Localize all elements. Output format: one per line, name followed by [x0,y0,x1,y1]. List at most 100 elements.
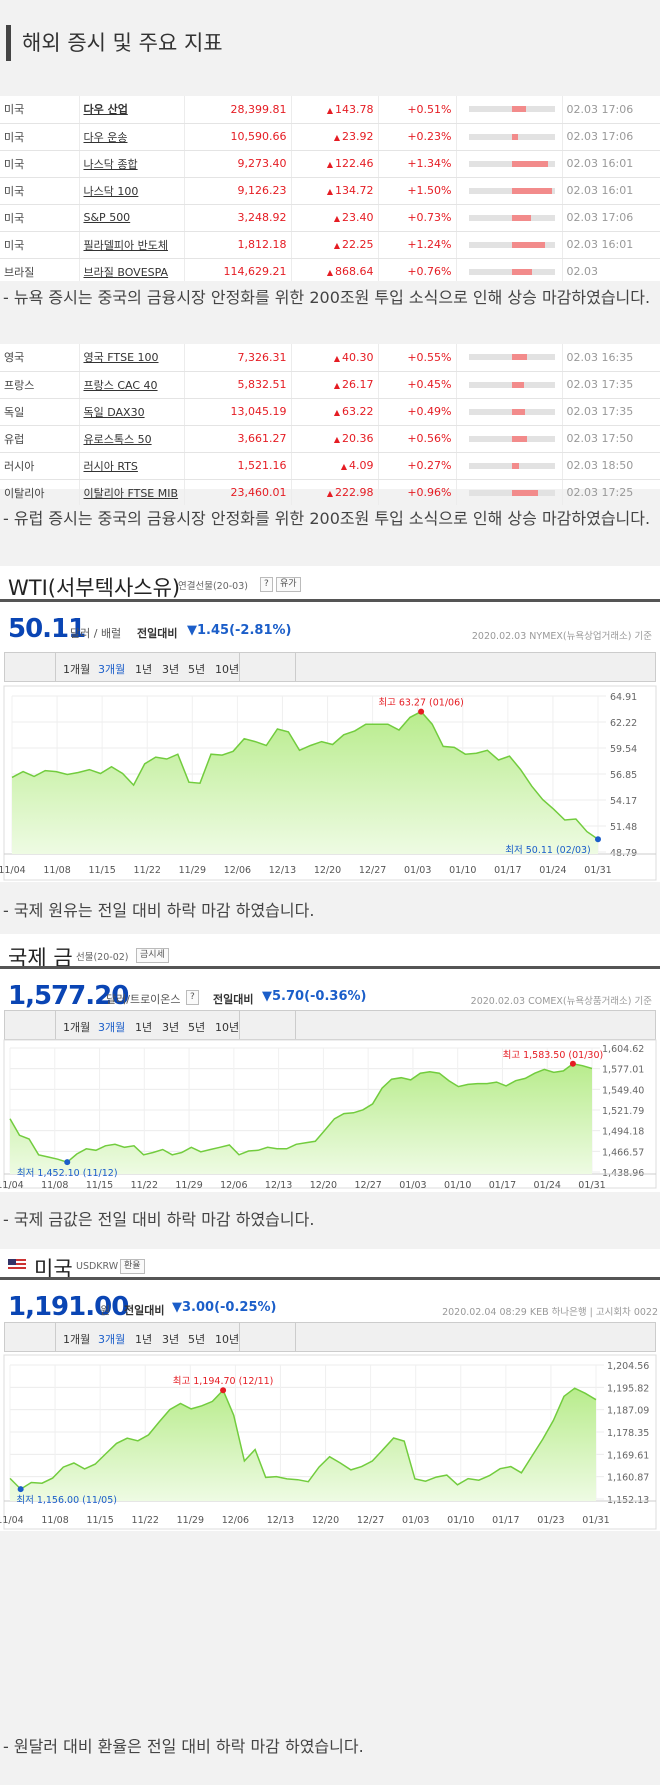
period-tab-1[interactable]: 1개월 [63,663,91,676]
change-bar-fill [511,106,526,113]
index-change-value: 26.17 [342,378,374,391]
us-market-note: - 뉴욕 증시는 중국의 금융시장 안정화를 위한 200조원 투입 소식으로 … [0,281,660,341]
country-cell: 미국 [0,96,80,124]
period-tab-5[interactable]: 5년 [188,663,206,676]
index-change: ▲ 26.17 [291,371,379,399]
wti-help-button[interactable]: ? [260,577,273,592]
x-tick-label: 01/03 [402,1515,429,1526]
country-cell: 미국 [0,204,80,232]
x-tick-label: 12/20 [312,1515,339,1526]
x-tick-label: 12/06 [224,865,251,876]
index-change-value: 20.36 [342,432,374,445]
change-bar-track [468,354,555,361]
index-name: 다우 운송 [83,130,128,144]
change-bar-cell [456,204,563,232]
y-tick-label: 1,494.18 [602,1127,644,1138]
period-tab-4[interactable]: 3년 [162,1333,180,1346]
x-tick-label: 01/31 [584,865,611,876]
change-bar-fill [511,268,532,275]
x-tick-label: 01/17 [492,1515,519,1526]
period-tab-2[interactable]: 3개월 [98,1021,126,1034]
period-tab-2[interactable]: 3개월 [98,1333,126,1346]
usd-change: ▼3.00(-0.25%) [172,1300,277,1315]
index-name-link[interactable]: 독일 DAX30 [79,398,185,426]
period-tab-3[interactable]: 1년 [135,663,153,676]
high-marker [220,1387,227,1394]
x-tick-label: 11/22 [134,865,161,876]
page-title: 해외 증시 및 주요 지표 [22,31,223,55]
index-name-link[interactable]: 다우 운송 [79,123,185,151]
index-name-link[interactable]: 필라델피아 반도체 [79,231,185,259]
index-name-link[interactable]: 유로스톡스 50 [79,425,185,453]
eu-index-row: 유럽 유로스톡스 50 3,661.27 ▲ 20.36 +0.56% 02.03 17:5… [0,425,660,453]
change-bar-track [468,408,555,415]
index-name-link[interactable]: 나스닥 100 [79,177,185,205]
index-name: 브라질 BOVESPA [83,265,169,279]
period-tab-1[interactable]: 1개월 [63,1021,91,1034]
change-bar-track [468,268,555,275]
index-name-link[interactable]: 나스닥 종합 [79,150,185,178]
index-name-link[interactable]: 브라질 BOVESPA [79,258,185,286]
y-tick-label: 1,521.79 [602,1106,644,1117]
index-name-link[interactable]: 다우 산업 [79,96,185,124]
change-bar-cell [456,96,563,124]
index-name: S&P 500 [83,211,131,224]
up-triangle-icon: ▲ [333,214,340,223]
index-name: 프랑스 CAC 40 [83,378,158,392]
x-tick-label: 12/27 [359,865,386,876]
change-bar-track [468,489,555,496]
eu-index-row: 프랑스 프랑스 CAC 40 5,832.51 ▲ 26.17 +0.45% 02.03 1… [0,371,660,399]
x-tick-label: 12/13 [267,1515,294,1526]
gold-period-tabs: 1개월 3개월 1년 3년 5년 10년 [4,1010,656,1040]
up-triangle-icon: ▲ [333,241,340,250]
high-label: 최고 1,194.70 (12/11) [173,1376,274,1387]
y-tick-label: 62.22 [610,718,637,729]
country-cell: 러시아 [0,452,80,480]
change-bar-fill [511,241,545,248]
usd-divider [0,1277,660,1280]
index-change-value: 40.30 [342,350,374,364]
tab-separator [295,1011,296,1039]
change-bar-cell [456,452,563,480]
period-tab-5[interactable]: 5년 [188,1021,206,1034]
index-name-link[interactable]: 영국 FTSE 100 [79,344,185,372]
index-value: 9,126.23 [184,177,292,205]
period-tab-6[interactable]: 10년 [215,1333,240,1346]
period-tab-3[interactable]: 1년 [135,1333,153,1346]
period-tab-3[interactable]: 1년 [135,1021,153,1034]
period-tab-5[interactable]: 5년 [188,1333,206,1346]
usd-rate-button[interactable]: 환율 [120,1259,145,1274]
x-tick-label: 01/31 [578,1180,605,1191]
x-tick-label: 12/27 [354,1180,381,1191]
gold-price: 1,577.20 [8,981,129,1011]
x-tick-label: 01/23 [537,1515,564,1526]
change-bar-track [468,241,555,248]
gold-help-button[interactable]: ? [186,990,199,1005]
period-tab-4[interactable]: 3년 [162,1021,180,1034]
period-tab-1[interactable]: 1개월 [63,1333,91,1346]
x-tick-label: 12/27 [357,1515,384,1526]
change-bar-track [468,187,555,194]
index-name-link[interactable]: S&P 500 [79,204,185,232]
y-tick-label: 54.17 [610,796,637,807]
period-tab-4[interactable]: 3년 [162,663,180,676]
country-cell: 프랑스 [0,371,80,399]
period-tab-6[interactable]: 10년 [215,663,240,676]
usd-period-tabs: 1개월 3개월 1년 3년 5년 10년 [4,1322,656,1352]
y-tick-label: 1,577.01 [602,1065,644,1076]
period-tab-6[interactable]: 10년 [215,1021,240,1034]
index-percent: +1.34% [378,150,457,178]
wti-oil-button[interactable]: 유가 [276,577,301,592]
gold-price-button[interactable]: 금시세 [136,948,169,963]
index-name: 다우 산업 [83,103,128,117]
x-tick-label: 12/06 [222,1515,249,1526]
x-tick-label: 12/13 [269,865,296,876]
tab-separator [295,653,296,681]
x-tick-label: 12/20 [314,865,341,876]
index-name-link[interactable]: 프랑스 CAC 40 [79,371,185,399]
period-tab-2[interactable]: 3개월 [98,663,126,676]
index-change: ▲ 4.09 [291,452,379,480]
index-name-link[interactable]: 러시아 RTS [79,452,185,480]
change-bar-fill [511,408,525,415]
index-name-link[interactable]: 이탈리아 FTSE MIB [79,479,185,507]
